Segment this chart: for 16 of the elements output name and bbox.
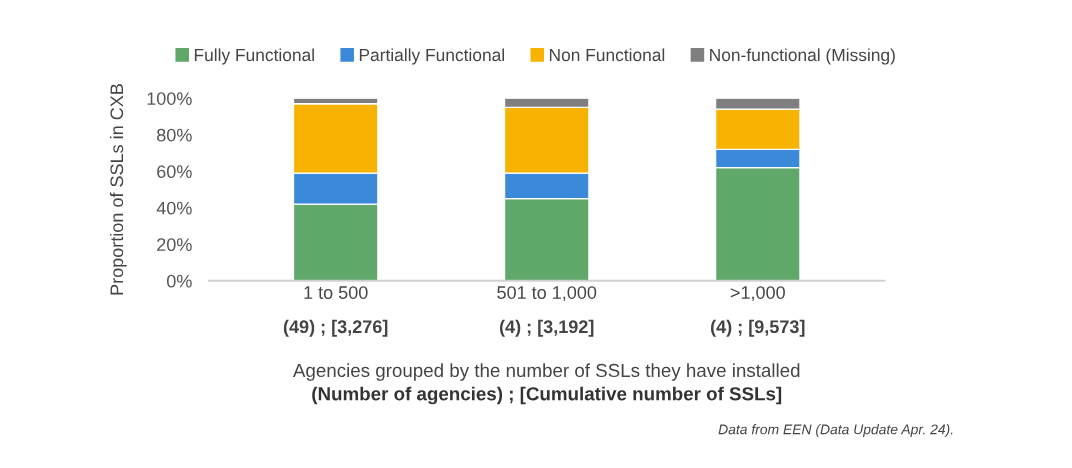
text: Data from EEN (Data Update Apr. 24). (718, 424, 953, 438)
y-tick-label: 0% (166, 274, 192, 288)
legend-label: Fully Functional (194, 48, 314, 65)
legend-label: Partially Functional (359, 48, 504, 65)
x-axis-title: Agencies grouped by the number of SSLs they have installed (Number of agencies) ; [Cumulative number of SSLs] (292, 363, 800, 405)
y-tick-label: 80% (157, 128, 192, 142)
y-tick-label: 20% (157, 238, 192, 252)
legend-label: Non-functional (Missing) (710, 48, 895, 65)
y-tick-label: 100% (147, 92, 192, 105)
category-label: 501 to 1,000 (4) ; [3,192] (497, 286, 597, 337)
category-label: 1 to 500 (49) ; [3,276] (283, 286, 388, 337)
legend-label: Non Functional (549, 48, 665, 62)
y-tick-label: 60% (157, 165, 192, 179)
y-tick-label: 40% (156, 201, 192, 215)
category-label: >1,000 (4) ; [9,573] (711, 286, 805, 337)
y-axis-title: Proportion of SSLs in CXB (109, 84, 127, 295)
